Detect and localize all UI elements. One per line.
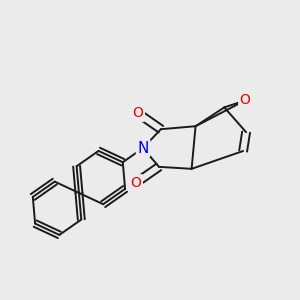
Text: O: O xyxy=(133,106,143,120)
Text: O: O xyxy=(131,176,142,190)
Text: N: N xyxy=(137,140,149,155)
Text: O: O xyxy=(240,94,250,107)
Text: O: O xyxy=(131,176,142,190)
Text: O: O xyxy=(133,106,143,120)
Text: O: O xyxy=(240,94,250,107)
Text: N: N xyxy=(137,140,149,155)
